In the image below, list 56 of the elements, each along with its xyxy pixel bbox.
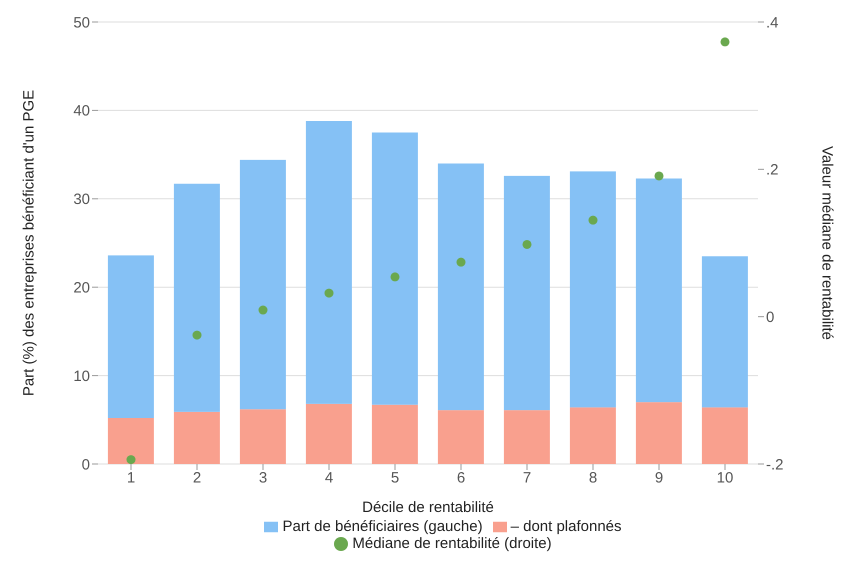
bar — [174, 184, 220, 412]
bar — [504, 176, 550, 410]
point — [324, 288, 334, 298]
bar — [702, 256, 748, 408]
x-axis-title: Décile de rentabilité — [362, 499, 494, 516]
x-tick-label: 6 — [456, 470, 466, 487]
y2-tick-label: .2 — [766, 162, 779, 179]
bar — [438, 410, 484, 464]
y-tick-label: 50 — [73, 14, 90, 32]
legend-label: Médiane de rentabilité (droite) — [352, 535, 552, 552]
bar — [636, 178, 682, 402]
bar — [108, 255, 154, 418]
bar — [174, 412, 220, 464]
y2-axis-title: Valeur médiane de rentabilité — [818, 146, 836, 340]
bar — [306, 121, 352, 404]
y-tick-label: 10 — [73, 368, 90, 385]
point — [720, 37, 730, 46]
y-axis-title: Part (%) des entreprises bénéficiant d'un PGE — [20, 90, 38, 396]
y2-tick-label: -.2 — [766, 456, 784, 474]
x-tick-label: 5 — [390, 470, 400, 487]
bar — [504, 410, 550, 464]
point — [588, 216, 598, 225]
legend-label: Part de bénéficiaires (gauche) — [282, 518, 483, 535]
y2-tick-label: .4 — [766, 14, 779, 32]
x-tick-label: 10 — [716, 470, 734, 487]
y-tick-label: 30 — [73, 191, 90, 208]
bar — [240, 409, 286, 464]
bar — [372, 404, 418, 464]
bar — [636, 402, 682, 464]
x-tick-label: 9 — [654, 470, 664, 487]
x-tick-label: 7 — [522, 470, 532, 487]
bar — [240, 160, 286, 410]
bar — [306, 404, 352, 464]
bar — [570, 171, 616, 408]
x-tick-label: 2 — [192, 470, 202, 487]
x-tick-label: 1 — [126, 470, 136, 487]
x-tick-label: 4 — [324, 470, 334, 487]
bar — [372, 132, 418, 405]
bar — [438, 163, 484, 410]
point — [522, 240, 532, 249]
point — [126, 455, 136, 464]
point — [456, 258, 466, 267]
point — [390, 272, 400, 282]
y-tick-label: 0 — [82, 456, 90, 474]
y-tick-label: 20 — [73, 280, 90, 297]
point — [192, 330, 202, 340]
bar — [702, 407, 748, 464]
y2-tick-label: 0 — [766, 308, 774, 326]
y-tick-label: 40 — [73, 102, 90, 120]
legend-label: – dont plafonnés — [510, 518, 622, 535]
point — [654, 171, 664, 180]
point — [258, 306, 268, 315]
bar — [108, 418, 154, 464]
x-tick-label: 8 — [588, 470, 598, 487]
bar — [570, 407, 616, 464]
x-tick-label: 3 — [258, 470, 268, 487]
